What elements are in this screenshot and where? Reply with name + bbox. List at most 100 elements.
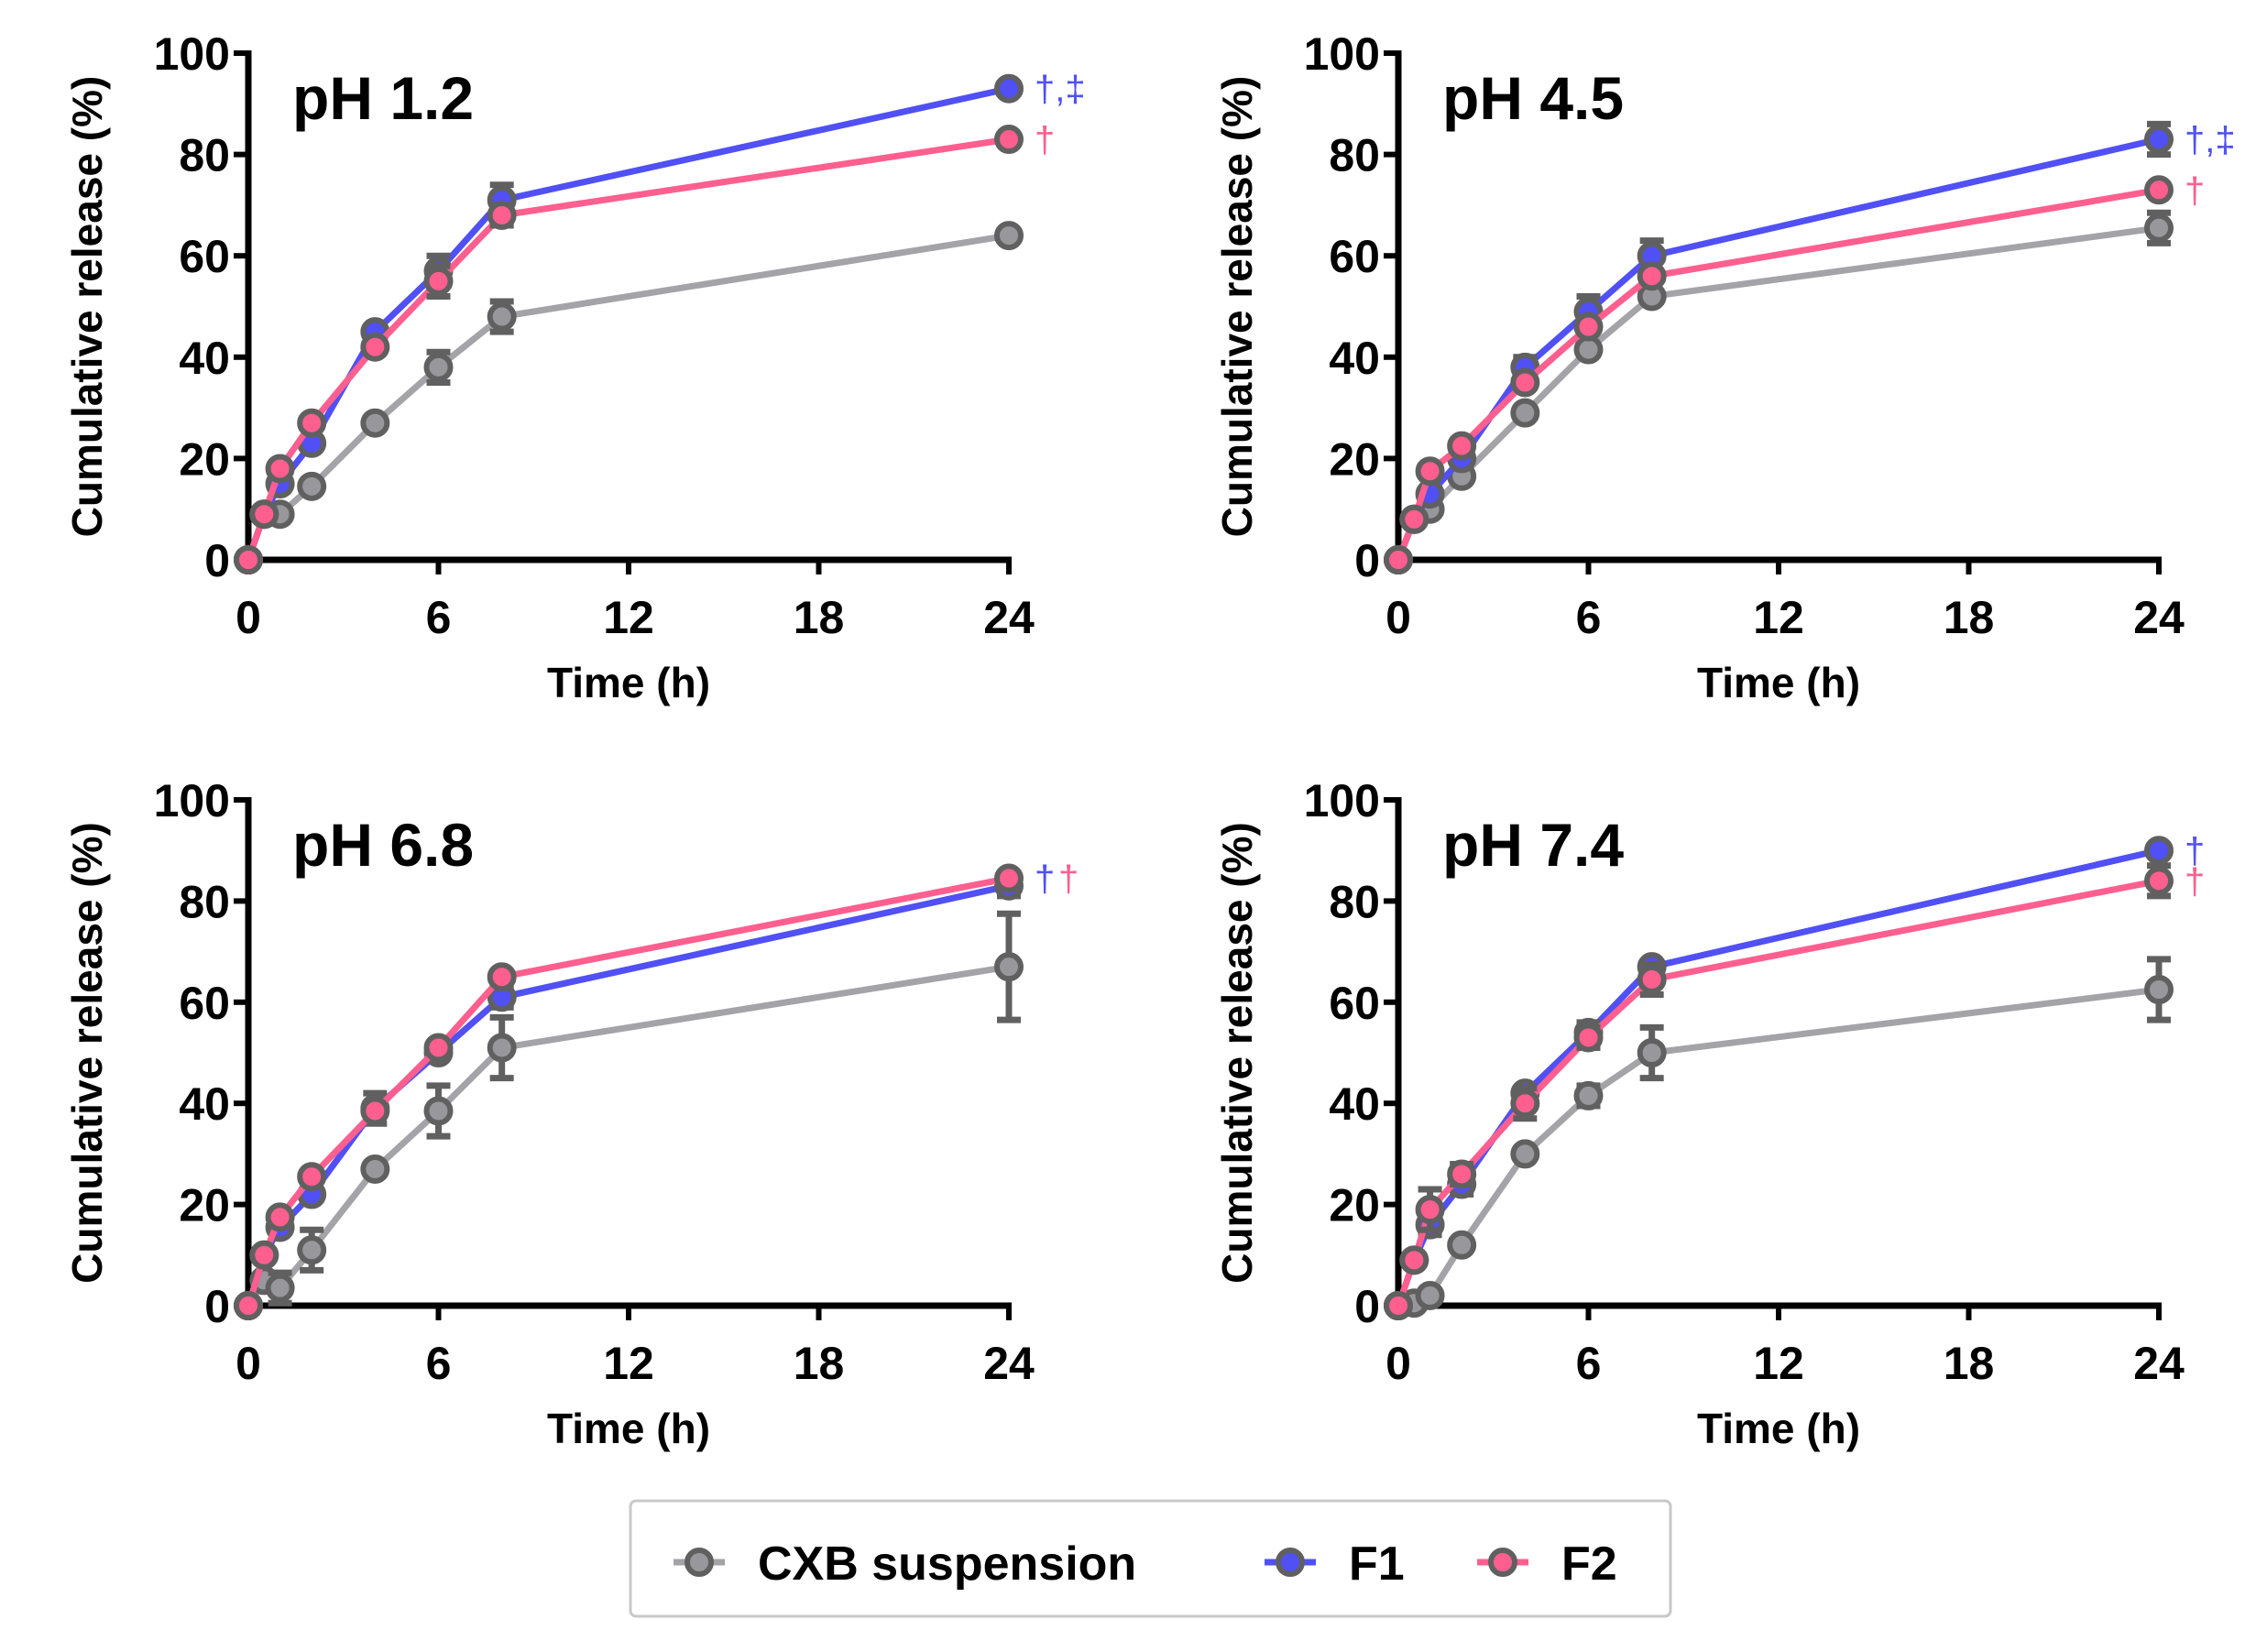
series-cxb-suspension (234, 910, 1024, 1320)
data-point (297, 471, 327, 501)
legend-box (629, 1499, 1672, 1618)
data-point (297, 408, 327, 438)
significance-annotation: † (2185, 861, 2205, 902)
series-f1: † (1384, 831, 2205, 1320)
data-point (2144, 175, 2174, 205)
data-point (1447, 1159, 1477, 1189)
data-point (994, 73, 1024, 104)
series-f1: † (234, 859, 1055, 1320)
data-point (423, 266, 454, 296)
data-point (249, 499, 279, 530)
data-point (360, 1096, 390, 1126)
x-tick-label: 24 (983, 592, 1035, 643)
significance-annotation: † (1035, 859, 1055, 900)
x-tick-label: 12 (603, 1338, 654, 1389)
data-point (1510, 398, 1540, 428)
x-tick-label: 0 (1385, 1338, 1411, 1389)
panel-title: pH 7.4 (1442, 811, 1624, 879)
data-point (297, 1235, 327, 1265)
y-tick-label: 100 (1304, 28, 1380, 80)
x-tick-label: 12 (603, 592, 654, 643)
data-point (2144, 125, 2174, 155)
data-point (360, 408, 390, 438)
y-tick-label: 40 (179, 333, 230, 384)
data-point (1510, 1139, 1540, 1169)
x-tick-label: 18 (794, 592, 845, 643)
x-tick-label: 18 (794, 1338, 845, 1389)
data-point (1384, 545, 1413, 574)
legend-marker-icon (684, 1548, 714, 1577)
data-point (423, 352, 454, 382)
data-point (360, 1154, 390, 1184)
y-tick-label: 60 (179, 978, 230, 1029)
legend-label: CXB suspension (758, 1537, 1136, 1591)
y-tick-label: 80 (1329, 130, 1380, 181)
legend-marker-icon (1488, 1548, 1517, 1577)
data-point (1637, 1038, 1667, 1067)
x-tick-label: 6 (1576, 1338, 1602, 1389)
data-point (1384, 1291, 1413, 1320)
data-point (2144, 213, 2174, 243)
series-f2: † (1384, 170, 2205, 574)
x-tick-label: 0 (235, 1338, 261, 1389)
data-point (1399, 1245, 1429, 1275)
chart-panel-ph-6-8: 0 20 40 60 80 100 0 6 12 18 24 Time (h) Cumulative r… (63, 775, 1079, 1452)
x-axis-title: Time (h) (547, 1405, 710, 1452)
y-tick-label: 100 (154, 775, 230, 826)
series-cxb-suspension (1384, 956, 2174, 1320)
series-f2: † (1384, 861, 2205, 1320)
y-axis-title: Cumulative release (%) (63, 76, 111, 538)
data-point (994, 221, 1024, 251)
y-tick-label: 20 (1329, 1180, 1380, 1231)
series-f2: † (234, 859, 1079, 1320)
data-point (1573, 1080, 1604, 1110)
legend: CXB suspension F1 F2 (629, 1499, 1672, 1618)
y-axis-title: Cumulative release (%) (63, 822, 111, 1284)
y-tick-label: 20 (1329, 433, 1380, 485)
y-tick-label: 40 (1329, 1078, 1380, 1130)
data-point (1415, 456, 1445, 487)
x-tick-label: 6 (426, 1338, 452, 1389)
series-line (245, 232, 1010, 562)
data-point (234, 545, 263, 574)
significance-annotation: † (1035, 120, 1055, 160)
x-tick-label: 0 (1385, 592, 1411, 643)
y-tick-label: 100 (154, 28, 230, 80)
x-axis-title: Time (h) (1697, 1405, 1860, 1452)
y-tick-label: 0 (1354, 535, 1380, 586)
data-point (1399, 504, 1429, 534)
x-tick-label: 6 (426, 592, 452, 643)
data-point (1510, 367, 1540, 398)
y-tick-label: 0 (204, 535, 230, 586)
data-point (1415, 1280, 1445, 1310)
y-axis-title: Cumulative release (%) (1213, 76, 1261, 538)
series-line (1395, 847, 2160, 1307)
data-point (265, 1202, 295, 1232)
data-point (234, 1291, 263, 1320)
y-tick-label: 40 (179, 1078, 230, 1130)
chart-panel-ph-1-2: 0 20 40 60 80 100 0 6 12 18 24 Time (h) Cumulative r… (63, 28, 1086, 706)
y-tick-label: 100 (1304, 775, 1380, 826)
data-point (1447, 431, 1477, 461)
y-tick-label: 40 (1329, 333, 1380, 384)
y-tick-label: 60 (1329, 978, 1380, 1029)
y-tick-label: 20 (179, 433, 230, 485)
significance-annotation: † (1058, 859, 1079, 900)
y-tick-label: 0 (204, 1281, 230, 1332)
data-point (360, 332, 390, 362)
data-point (2144, 866, 2174, 896)
data-point (1573, 1023, 1604, 1053)
data-point (2144, 836, 2174, 866)
data-point (249, 1240, 279, 1270)
y-tick-label: 20 (179, 1180, 230, 1231)
x-tick-label: 18 (1944, 1338, 1995, 1389)
panel-title: pH 4.5 (1442, 64, 1624, 132)
series-line (246, 963, 1010, 1307)
legend-item-f1: F1 (1265, 1537, 1405, 1591)
x-axis-title: Time (h) (1697, 659, 1860, 706)
data-point (265, 454, 295, 484)
data-point (1447, 1230, 1477, 1260)
data-point (487, 1033, 517, 1063)
series-cxb-suspension (234, 221, 1024, 574)
